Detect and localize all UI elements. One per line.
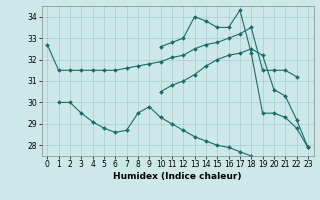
X-axis label: Humidex (Indice chaleur): Humidex (Indice chaleur) bbox=[113, 172, 242, 181]
